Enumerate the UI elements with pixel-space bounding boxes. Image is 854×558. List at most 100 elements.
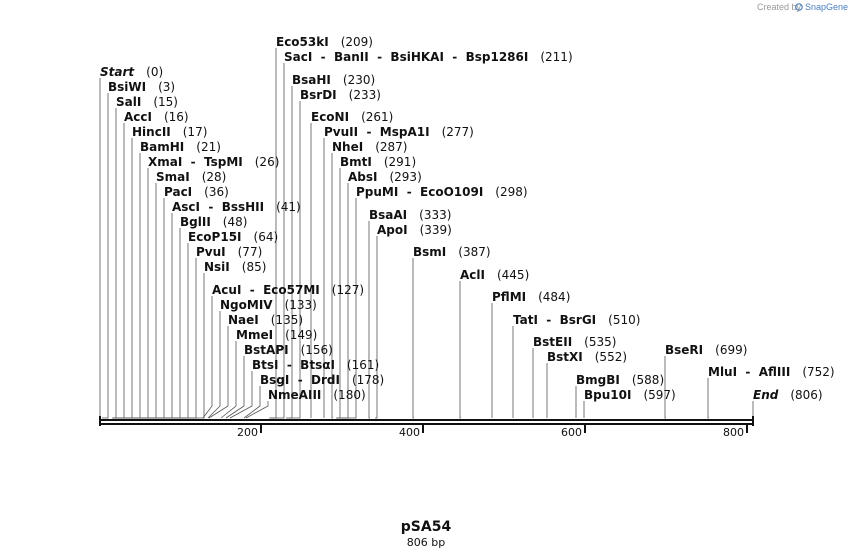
site-label: BmgBI (588): [576, 373, 664, 387]
site-position: (77): [238, 245, 263, 259]
site-label: PacI (36): [164, 185, 229, 199]
site-connector: [289, 101, 301, 419]
enzyme-name: PvuI: [196, 245, 226, 259]
site-connector: [114, 138, 133, 419]
enzyme-name: BsrDI: [300, 88, 337, 102]
enzyme-name: NsiI: [204, 260, 230, 274]
enzyme-name: TatI - BsrGI: [513, 313, 596, 327]
site-position: (333): [419, 208, 451, 222]
site-label: XmaI - TspMI (26): [148, 155, 279, 169]
enzyme-name: BstEII: [533, 335, 572, 349]
site-connector: [229, 371, 253, 419]
enzyme-name: NgoMIV: [220, 298, 273, 312]
site-label: AscI - BssHII (41): [172, 200, 301, 214]
site-position: (64): [254, 230, 279, 244]
site-label: TatI - BsrGI (510): [513, 313, 640, 327]
site-position: (85): [242, 260, 267, 274]
plasmid-name: pSA54: [401, 519, 452, 535]
created-by-text: Created by: [757, 2, 802, 12]
site-position: (261): [361, 110, 393, 124]
enzyme-name: BseRI: [665, 343, 703, 357]
site-connector: [243, 386, 261, 419]
enzyme-name: SacI - BanII - BsiHKAI - Bsp1286I: [284, 50, 528, 64]
site-label: BsaAI (333): [369, 208, 451, 222]
site-position: (699): [715, 343, 747, 357]
site-connector: [664, 356, 666, 419]
site-label: BstAPI (156): [244, 343, 333, 357]
site-position: (36): [204, 185, 229, 199]
enzyme-name: BglII: [180, 215, 211, 229]
enzyme-name: AccI: [124, 110, 152, 124]
site-position: (552): [595, 350, 627, 364]
site-connector: [375, 236, 378, 419]
site-label: Eco53kI (209): [276, 35, 373, 49]
site-position: (298): [495, 185, 527, 199]
site-connector: [225, 356, 245, 419]
site-position: (510): [608, 313, 640, 327]
site-connector: [123, 183, 157, 419]
site-connector: [271, 63, 285, 419]
site-connector: [202, 296, 213, 419]
enzyme-name: Bpu10I: [584, 388, 631, 402]
site-position: (28): [202, 170, 227, 184]
site-position: (48): [223, 215, 248, 229]
site-position: (135): [271, 313, 303, 327]
site-connector-lines: [99, 48, 754, 419]
site-position: (287): [375, 140, 407, 154]
tick-label-400: 400: [399, 426, 420, 439]
site-label: End (806): [753, 388, 823, 402]
site-connector: [129, 198, 165, 419]
site-position: (21): [196, 140, 221, 154]
site-label: SacI - BanII - BsiHKAI - Bsp1286I (211): [284, 50, 573, 64]
enzyme-name: AclI: [460, 268, 485, 282]
enzyme-name: PpuMI - EcoO109I: [356, 185, 483, 199]
site-connector: [112, 108, 117, 419]
enzyme-name: Start: [100, 65, 135, 79]
site-connector: [341, 198, 357, 419]
enzyme-name: EcoNI: [311, 110, 349, 124]
site-position: (484): [538, 290, 570, 304]
enzyme-name: PvuII - MspA1I: [324, 125, 430, 139]
site-position: (277): [442, 125, 474, 139]
site-connector: [152, 243, 189, 419]
site-position: (17): [183, 125, 208, 139]
site-position: (233): [349, 88, 381, 102]
site-connector: [459, 281, 461, 419]
enzyme-name: NheI: [332, 140, 363, 154]
site-labels: Start (0)BsiWI (3) SalI (15)AccI (16)HincII (1…: [100, 35, 835, 402]
enzyme-name: BsiWI: [108, 80, 146, 94]
enzyme-name: AcuI - Eco57MI: [212, 283, 320, 297]
site-label: AclI (445): [460, 268, 529, 282]
site-position: (445): [497, 268, 529, 282]
enzyme-name: SmaI: [156, 170, 190, 184]
site-label: MmeI (149): [236, 328, 317, 342]
site-connector: [331, 153, 333, 419]
site-position: (806): [790, 388, 822, 402]
site-label: BsrDI (233): [300, 88, 381, 102]
site-label: Start (0): [100, 65, 163, 79]
site-label: BseRI (699): [665, 343, 747, 357]
site-position: (535): [584, 335, 616, 349]
site-connector: [117, 153, 141, 419]
site-position: (178): [352, 373, 384, 387]
site-label: BsiWI (3): [108, 80, 175, 94]
enzyme-name: BmtI: [340, 155, 372, 169]
site-position: (752): [802, 365, 834, 379]
site-connector: [368, 221, 370, 419]
site-label: EcoP15I (64): [188, 230, 278, 244]
site-label: BglII (48): [180, 215, 247, 229]
site-position: (15): [153, 95, 178, 109]
site-connector: [245, 401, 269, 419]
snapgene-brand-text: SnapGene: [805, 2, 848, 12]
site-connector: [220, 341, 237, 419]
site-label: AccI (16): [124, 110, 189, 124]
site-position: (26): [255, 155, 280, 169]
site-label: MluI - AflIII (752): [708, 365, 835, 379]
site-position: (133): [285, 298, 317, 312]
enzyme-name: SalI: [116, 95, 141, 109]
enzyme-name: NaeI: [228, 313, 259, 327]
axis-ticks: [260, 425, 748, 433]
site-position: (211): [540, 50, 572, 64]
site-connector: [139, 228, 181, 419]
